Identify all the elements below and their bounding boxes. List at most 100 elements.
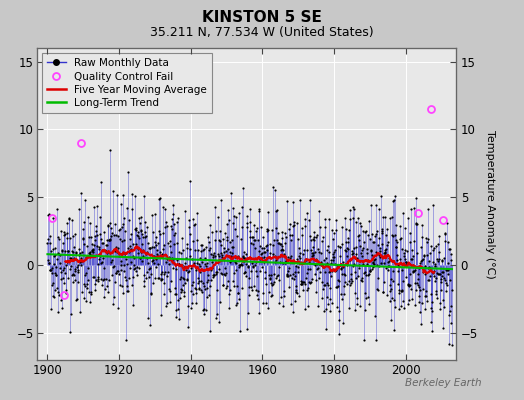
Point [329,257,337,263]
Point [271,275,280,282]
Point [132,224,140,231]
Point [438,273,446,279]
Point [141,233,150,240]
Point [186,231,194,238]
Point [407,286,416,292]
Point [115,236,124,242]
Point [406,239,414,245]
Point [225,216,234,223]
Point [92,223,100,229]
Point [390,304,399,310]
Point [220,249,228,256]
Point [104,222,112,228]
Point [402,274,410,280]
Point [201,260,209,267]
Point [334,277,342,284]
Point [174,249,183,256]
Point [228,243,237,250]
Point [331,246,339,253]
Point [275,300,283,306]
Point [325,216,333,223]
Point [288,275,297,281]
Point [328,227,336,233]
Point [382,265,390,271]
Point [168,254,176,261]
Point [292,263,301,270]
Point [380,260,388,266]
Point [44,236,52,242]
Point [305,279,313,286]
Point [154,260,162,267]
Point [132,227,140,233]
Point [413,276,422,282]
Point [337,224,346,230]
Point [373,228,381,234]
Point [192,300,201,306]
Point [61,248,69,254]
Point [185,217,193,223]
Point [244,310,252,316]
Point [236,328,245,334]
Point [400,262,409,268]
Point [443,266,451,273]
Point [134,229,142,235]
Point [428,308,436,314]
Point [410,268,418,275]
Point [208,258,216,265]
Point [384,239,392,246]
Point [329,250,337,257]
Point [127,246,135,252]
Point [256,254,265,261]
Point [236,256,245,262]
Point [289,271,297,277]
Point [309,244,318,250]
Point [322,306,330,312]
Point [419,256,427,262]
Point [381,246,389,253]
Point [358,253,366,259]
Point [176,295,184,302]
Point [387,317,395,324]
Point [425,273,434,279]
Point [290,276,299,282]
Point [78,288,86,295]
Point [183,240,191,247]
Point [214,265,223,272]
Point [79,281,88,288]
Point [303,302,312,309]
Point [330,254,338,260]
Point [395,287,403,293]
Point [149,253,157,259]
Point [314,246,322,252]
Point [308,276,316,282]
Point [55,236,63,242]
Point [79,235,88,242]
Point [65,258,73,264]
Point [306,197,314,203]
Point [106,146,114,153]
Point [335,331,343,337]
Point [381,214,390,221]
Point [411,267,420,274]
Point [272,273,281,280]
Point [301,222,309,229]
Point [224,206,232,213]
Point [340,291,348,298]
Point [111,248,119,255]
Point [159,204,167,210]
Point [327,256,335,263]
Point [405,282,413,289]
Point [123,282,131,289]
Point [402,247,411,254]
Point [423,236,432,242]
Point [160,291,169,298]
Point [234,290,242,296]
Point [262,300,270,307]
Point [355,265,363,272]
Point [375,263,383,270]
Point [219,236,227,242]
Point [115,226,123,233]
Point [325,295,334,302]
Point [380,249,389,256]
Point [136,255,144,262]
